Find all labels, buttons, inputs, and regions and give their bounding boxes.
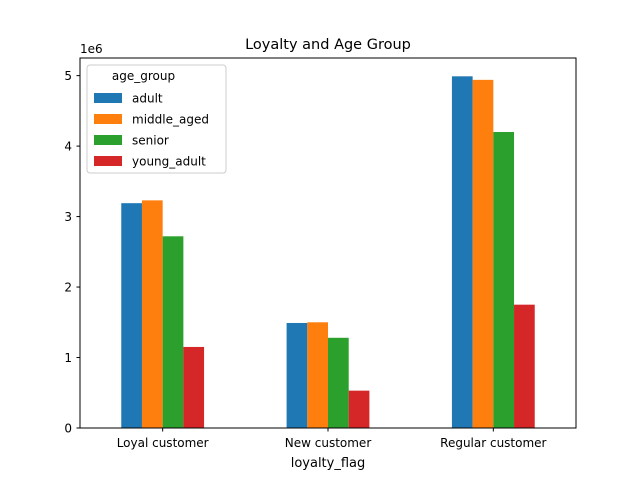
legend-swatch-middle_aged [94, 114, 122, 124]
bar-senior-1 [328, 337, 349, 428]
legend-label-middle_aged: middle_aged [132, 113, 209, 127]
y-tick-label: 3 [64, 210, 72, 224]
bars-group [121, 76, 535, 428]
y-tick-label: 0 [64, 422, 72, 436]
bar-senior-2 [493, 132, 515, 428]
y-scale-multiplier: 1e6 [80, 42, 103, 56]
bar-middle_aged-2 [472, 79, 494, 428]
bar-middle_aged-0 [141, 200, 163, 428]
x-axis-label: loyalty_flag [291, 456, 366, 471]
legend-swatch-young_adult [94, 156, 122, 166]
legend-label-senior: senior [132, 134, 169, 148]
legend-swatch-senior [94, 135, 122, 145]
plot-frame [79, 57, 577, 429]
legend-label-young_adult: young_adult [132, 155, 206, 169]
bar-middle_aged-1 [307, 322, 328, 428]
bar-senior-0 [162, 236, 184, 428]
y-tick-label: 1 [64, 351, 72, 365]
x-axis: Loyal customer New customer Regular custom… [117, 428, 547, 450]
bar-adult-2 [451, 76, 473, 428]
y-tick-label: 5 [64, 69, 72, 83]
legend-swatch-adult [94, 93, 122, 103]
x-tick-label: Regular customer [440, 436, 546, 450]
bar-young_adult-2 [514, 304, 535, 428]
x-tick-label: Loyal customer [117, 436, 209, 450]
bar-adult-1 [286, 322, 308, 428]
y-tick-label: 4 [64, 140, 72, 154]
bar-young_adult-0 [183, 346, 205, 428]
chart-title: Loyalty and Age Group [245, 37, 411, 53]
legend-box [86, 64, 227, 174]
bar-young_adult-1 [348, 390, 370, 428]
y-tick-label: 2 [64, 281, 72, 295]
legend-title: age_group [112, 69, 175, 83]
x-tick-label: New customer [285, 436, 372, 450]
y-axis: 0 1 2 3 4 5 [64, 69, 80, 436]
legend-label-adult: adult [132, 92, 163, 106]
bar-adult-0 [121, 203, 142, 428]
